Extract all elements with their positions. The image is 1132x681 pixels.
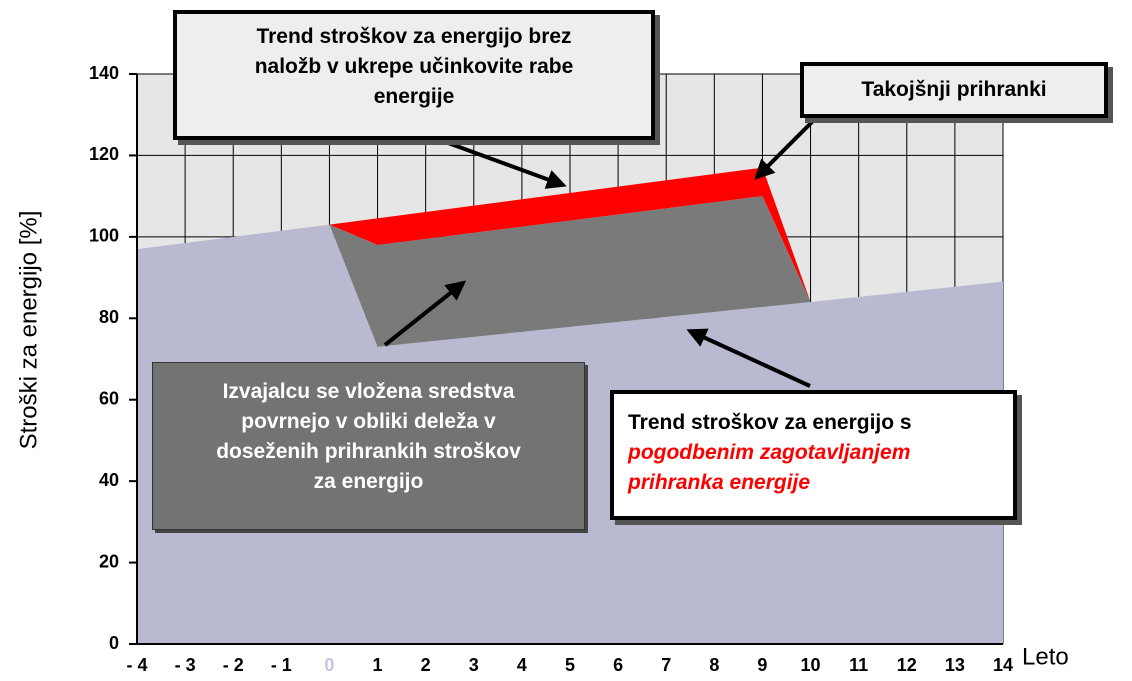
x-tick-label: 4 xyxy=(517,655,527,675)
x-tick-label: 14 xyxy=(993,655,1013,675)
y-tick-label: 60 xyxy=(99,388,119,408)
x-tick-label: 2 xyxy=(421,655,431,675)
x-tick-label: 12 xyxy=(897,655,917,675)
x-tick-label: 13 xyxy=(945,655,965,675)
x-tick-label: - 4 xyxy=(126,655,147,675)
annotation-box: Izvajalcu se vložena sredstva povrnejo v… xyxy=(152,362,585,530)
y-tick-label: 120 xyxy=(89,144,119,164)
annotation-line: povrnejo v obliki deleža v xyxy=(241,410,496,433)
arrow xyxy=(383,280,467,347)
annotation-box: Takojšnji prihranki xyxy=(800,62,1108,118)
annotation-line: za energijo xyxy=(313,470,424,493)
y-tick-label: 140 xyxy=(89,63,119,83)
annotation-line: Takojšnji prihranki xyxy=(861,78,1047,101)
x-tick-label: 10 xyxy=(801,655,821,675)
annotation-box: Trend stroškov za energijo brez naložb v… xyxy=(173,10,655,140)
annotation-line: Trend stroškov za energijo s xyxy=(628,411,912,434)
annotation-box: Trend stroškov za energijo s pogodbenim … xyxy=(610,390,1017,520)
y-tick-label: 80 xyxy=(99,307,119,327)
annotation-line: Izvajalcu se vložena sredstva xyxy=(222,380,515,403)
annotation-line: doseženih prihrankih stroškov xyxy=(216,440,521,463)
x-tick-label: 3 xyxy=(469,655,479,675)
x-tick-label: 7 xyxy=(661,655,671,675)
y-tick-label: 100 xyxy=(89,226,119,246)
arrow xyxy=(439,138,567,189)
x-tick-label: 11 xyxy=(849,655,868,675)
x-tick-label: 6 xyxy=(613,655,623,675)
arrows xyxy=(383,114,820,388)
y-tick-label: 20 xyxy=(99,551,119,571)
x-axis-label: Leto xyxy=(1022,643,1069,670)
arrow xyxy=(754,114,820,180)
annotation-line: naložb v ukrepe učinkovite rabe xyxy=(254,55,574,78)
x-tick-label: 0 xyxy=(324,655,334,675)
y-axis-label: Stroški za energijo [%] xyxy=(15,211,42,450)
y-tick-label: 0 xyxy=(109,633,119,653)
x-tick-label: 9 xyxy=(757,655,767,675)
polygon xyxy=(329,196,811,347)
arrow xyxy=(686,328,811,388)
annotation-line: prihranka energije xyxy=(628,471,811,494)
annotation-line: energije xyxy=(373,85,455,108)
x-tick-label: - 2 xyxy=(223,655,244,675)
x-tick-label: - 1 xyxy=(271,655,292,675)
y-tick-label: 40 xyxy=(99,470,119,490)
x-tick-label: - 3 xyxy=(175,655,196,675)
x-tick-label: 5 xyxy=(565,655,575,675)
x-tick-label: 8 xyxy=(709,655,719,675)
x-tick-label: 1 xyxy=(373,655,383,675)
polygon xyxy=(329,167,811,302)
annotation-line: Trend stroškov za energijo brez xyxy=(256,25,572,48)
annotation-line: pogodbenim zagotavljanjem xyxy=(628,441,911,464)
